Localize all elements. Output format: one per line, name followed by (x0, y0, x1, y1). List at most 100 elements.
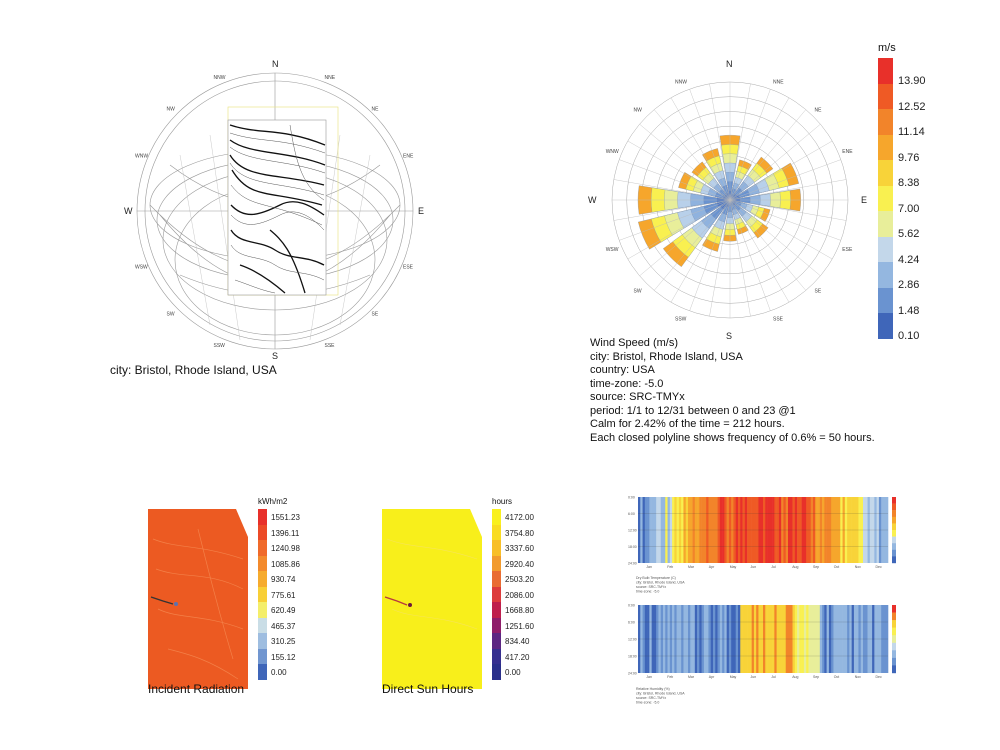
windrose-dir-ssw: SSW (675, 316, 687, 322)
windrose-info-line: Wind Speed (m/s) (590, 337, 679, 349)
heatmap-legend-swatch (892, 627, 896, 636)
heatmap-month-label: May (730, 675, 737, 679)
windrose-info-line: Calm for 2.42% of the time = 212 hours. (590, 418, 785, 430)
heatmap-hour-label: 6:00 (628, 512, 635, 516)
radiation-legend-value: 775.61 (271, 590, 296, 600)
sunhours-legend-value: 4172.00 (505, 513, 534, 522)
windrose-petal (720, 199, 731, 210)
windrose-graphic: N S W E NNE NE ENE ESE SE SSE SSW SW WSW WNW NW NNW (588, 59, 867, 341)
windrose-dir-nnw: NNW (675, 80, 687, 86)
windrose-info-line: source: SRC-TMYx (590, 391, 685, 403)
radiation-legend-value: 930.74 (271, 575, 296, 584)
sunpath-label-w: W (124, 206, 133, 216)
heatmap-hour-label: 0:00 (628, 604, 635, 608)
heatmap-caption-line: Dry Bulb Temperature (C) (636, 576, 676, 580)
sunpath-dir-ne: NE (372, 107, 380, 113)
sunpath-dir-nw: NW (167, 107, 176, 113)
radiation-legend-value: 0.00 (271, 668, 287, 677)
radiation-unit: kWh/m2 (258, 497, 288, 506)
sunhours-legend-value: 0.00 (505, 668, 521, 677)
sunhours-legend-value: 2920.40 (505, 559, 534, 569)
heatmap-humidity: Jan Feb Mar Apr May Jun Jul Aug Sep Oct Nov Dec 0:00… (628, 603, 908, 683)
sunhours-legend-swatch (492, 602, 501, 618)
heatmap-month-label: Nov (855, 675, 861, 679)
windrose-dir-wsw: WSW (606, 247, 619, 253)
heatmap-legend-swatch (892, 650, 896, 659)
windrose-info-line: time-zone: -5.0 (590, 377, 664, 390)
windrose-dir-wnw: WNW (606, 149, 619, 155)
heatmap-month-label: Aug (792, 675, 798, 679)
sunpath-dir-se: SE (372, 312, 379, 318)
windrose-label-s: S (726, 331, 732, 341)
windrose-legend: m/s 13.90 12.52 11.14 9.76 8.38 7.00 5.62 4.24 2… (878, 42, 958, 342)
heatmap-caption-line: city: Bristol, Rhode Island, USA (636, 581, 685, 585)
heatmap-legend-swatch (892, 530, 896, 537)
sunpath-dir-wsw: WSW (135, 265, 148, 271)
heatmap-hour-label: 18:00 (628, 545, 637, 549)
sunpath-dir-sse: SSE (325, 343, 336, 349)
sunhours-unit: hours (492, 497, 513, 506)
radiation-legend-value: 1240.98 (271, 544, 300, 553)
heatmap-legend-swatch (892, 549, 896, 557)
heatmap-month-label: Jun (751, 565, 757, 569)
heatmap-month-label: Mar (688, 565, 695, 569)
sunhours-panel: hours 4172.00 3754.80 3337.60 2920.40 2503.2… (382, 495, 562, 696)
radiation-legend-swatch (258, 664, 267, 680)
sunpath-dir-wnw: WNW (135, 154, 148, 160)
sunhours-legend-swatch (492, 524, 501, 540)
heatmap-month-label: Jul (771, 565, 776, 569)
windrose-label-e: E (861, 195, 867, 205)
heatmap-month-label: Sep (813, 565, 819, 569)
heatmap-month-label: Feb (667, 675, 673, 679)
heatmap-hour-label: 12:00 (628, 529, 637, 533)
heatmap-month-label: Jan (646, 565, 652, 569)
windrose-legend-swatch (878, 58, 893, 84)
radiation-legend-swatch (258, 509, 267, 525)
windrose-legend-value: 1.48 (898, 304, 920, 317)
radiation-legend-swatch (258, 524, 267, 540)
sunpath-label-n: N (272, 59, 279, 69)
windrose-legend-value: 9.76 (898, 151, 920, 164)
windrose-legend-value: 11.14 (898, 126, 925, 138)
sunhours-legend-swatch (492, 664, 501, 680)
heatmap-legend-swatch (892, 497, 896, 504)
sunhours-legend-value: 1251.60 (505, 621, 534, 631)
sunhours-legend-value: 2086.00 (505, 590, 534, 600)
sunpath-dir-nne: NNE (325, 75, 336, 81)
windrose-legend-value: 2.86 (898, 279, 920, 291)
heatmap-hour-label: 18:00 (628, 655, 637, 659)
heatmap-legend-swatch (892, 556, 896, 564)
windrose-legend-swatch (878, 236, 893, 262)
heatmap-caption-line: time-zone: -5.0 (636, 590, 659, 594)
sunpath-dir-nnw: NNW (214, 75, 226, 81)
heatmap-legend-swatch (892, 620, 896, 628)
windrose-info-line: city: Bristol, Rhode Island, USA (590, 350, 743, 363)
radiation-legend-value: 465.37 (271, 621, 296, 631)
windrose-info-line: period: 1/1 to 12/31 between 0 and 23 @1 (590, 404, 796, 417)
sunhours-legend-value: 2503.20 (505, 575, 534, 584)
heatmap-month-label: Oct (834, 565, 839, 569)
sunhours-legend-swatch (492, 633, 501, 649)
heatmap-legend-swatch (892, 510, 896, 517)
sunpath-caption: city: Bristol, Rhode Island, USA (110, 363, 277, 377)
windrose-dir-sw: SW (634, 289, 642, 295)
sunpath-label-s: S (272, 351, 278, 361)
windrose-dir-ne: NE (815, 108, 823, 114)
windrose-dir-se: SE (815, 289, 822, 295)
heatmap-caption-line: time-zone: -5.0 (636, 701, 659, 705)
sunpath-diagram: N S W E NNE NE ENE ESE SE SSE SSW SW WSW WNW NW NNW… (110, 55, 440, 377)
sunhours-legend-swatch (492, 648, 501, 664)
sunhours-legend-swatch (492, 555, 501, 571)
heatmap-month-label: Jul (771, 675, 776, 679)
heatmap-temperature: Jan Feb Mar Apr May Jun Jul Aug Sep Oct Nov Dec 0:00… (628, 495, 908, 595)
radiation-legend-value: 1396.11 (271, 528, 300, 538)
heatmap-legend-swatch (892, 657, 896, 666)
heatmap-hour-label: 12:00 (628, 638, 637, 642)
radiation-legend-swatch (258, 648, 267, 664)
sunhours-legend-value: 3337.60 (505, 544, 534, 553)
heatmap-legend-swatch (892, 605, 896, 613)
heatmap-month-label: Dec (876, 565, 882, 569)
windrose-legend-swatch (878, 109, 893, 135)
heatmap-temperature-caption: Dry Bulb Temperature (C) city: Bristol, R… (636, 575, 756, 604)
sunhours-legend-swatch (492, 617, 501, 633)
